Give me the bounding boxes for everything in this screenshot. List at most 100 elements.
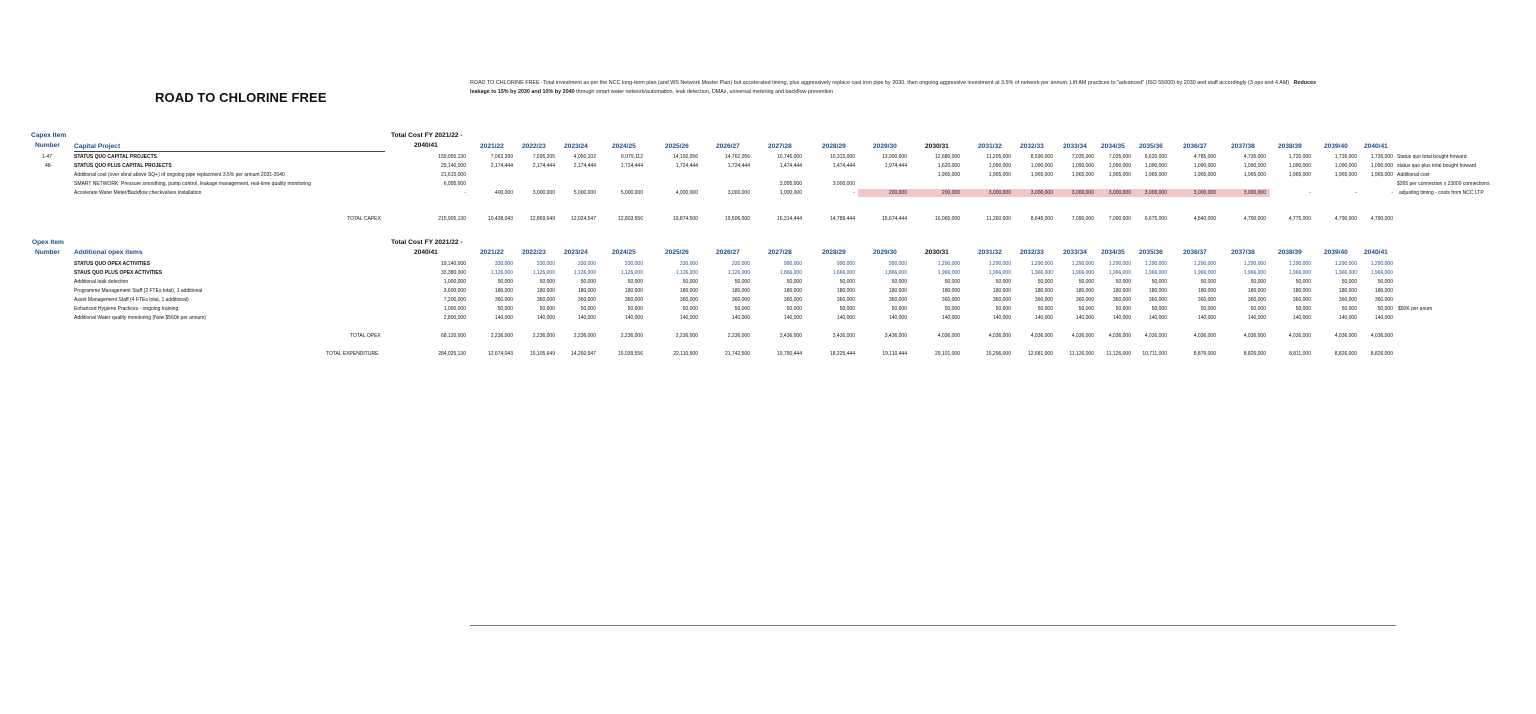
total-capex-value: 14,789,444 [829,216,855,222]
opex-value: 50,000 [682,279,698,285]
total-opex-value: 4,036,000 [1030,333,1053,339]
total-capex-value: 4,790,000 [1243,216,1266,222]
highlight-cell [1220,189,1270,197]
capex-row-note: $265 per connection x 23000 connections [1397,181,1490,187]
year-header: 2029/30 [873,143,897,150]
total-expenditure-value: 11,126,000 [1106,351,1131,357]
capex-value: 5,000,000 [620,190,643,196]
opex-value: 180,000 [1034,288,1053,294]
opex-value: 1,290,000 [988,261,1011,267]
opex-value: 50,000 [1200,306,1216,312]
opex-value: 360,000 [836,297,855,303]
opex-value: 50,000 [1377,306,1393,312]
total-opex-value: 4,036,000 [1071,333,1094,339]
capex-item-number: 1-47 [42,154,53,160]
opex-value: 330,000 [494,261,513,267]
capex-value: 3,095,000 [779,181,802,187]
highlight-cell [858,189,911,197]
capex-value: 3,000,000 [1144,190,1167,196]
year-header: 2024/25 [612,143,636,150]
opex-value: 180,000 [1075,288,1094,294]
opex-value: 50,000 [944,279,960,285]
total-opex-value: 4,036,000 [937,333,960,339]
year-header: 2028/29 [822,249,846,256]
opex-value: 50,000 [734,306,750,312]
opex-value: 990,000 [836,261,855,267]
capex-item-header: Capex Item [31,132,67,139]
opex-row-total: 3,600,000 [443,288,466,294]
total-capex-value: 7,090,000 [1108,216,1131,222]
opex-value: 360,000 [494,297,513,303]
opex-value: 140,000 [1292,315,1311,321]
opex-row-total: 19,140,000 [440,261,466,267]
opex-value: 180,000 [679,288,698,294]
opex-value: 50,000 [1377,279,1393,285]
opex-value: 1,126,000 [620,270,643,276]
opex-row-total: 2,800,000 [443,315,466,321]
opex-value: 50,000 [1200,279,1216,285]
capex-value: 3,000,000 [727,190,750,196]
capex-row-label: SMART NETWORK: Pressure smoothing, pump … [74,181,311,187]
year-header: 2021/22 [480,249,504,256]
total-opex-value: 4,036,000 [1334,333,1357,339]
opex-value: 360,000 [888,297,907,303]
total-expenditure-value: 8,826,000 [1370,351,1393,357]
capex-value: 3,000,000 [532,190,555,196]
opex-value: 50,000 [497,279,513,285]
total-expenditure-value: 20,101,000 [934,351,960,357]
capex-value: 3,000,000 [1193,190,1216,196]
highlight-cell [1098,189,1135,197]
opex-value: 180,000 [941,288,960,294]
opex-value: 1,966,000 [1108,270,1131,276]
capex-value: 1,974,444 [884,163,907,169]
capex-value: 10,315,000 [829,154,855,160]
opex-value: 50,000 [682,306,698,312]
total-expenditure-value: 8,876,000 [1193,351,1216,357]
total-expenditure-value: 8,826,000 [1243,351,1266,357]
total-opex-value: 4,036,000 [1108,333,1131,339]
opex-value: 1,866,000 [884,270,907,276]
year-header: 2022/23 [522,249,546,256]
capex-value: 2,174,444 [573,163,596,169]
capex-value: 2,174,444 [490,163,513,169]
capex-number-header: Number [35,142,60,149]
year-header: 2033/34 [1063,249,1087,256]
opex-value: 140,000 [783,315,802,321]
capex-value: 4,050,102 [573,154,596,160]
capex-value: 3,000,000 [832,181,855,187]
opex-value: 50,000 [1341,306,1357,312]
opex-value: 50,000 [734,279,750,285]
opex-row-total: 1,000,000 [443,279,466,285]
year-header: 2030/31 [925,249,949,256]
opex-value: 360,000 [1148,297,1167,303]
opex-value: 50,000 [1115,306,1131,312]
year-header: 2028/29 [822,143,846,150]
capex-value: 6,079,112 [621,154,643,160]
capex-value: 1,735,000 [1334,154,1357,160]
opex-value: 1,290,000 [937,261,960,267]
opex-value: 140,000 [494,315,513,321]
opex-row-label: Additional leak detection [74,279,129,285]
year-header: 2025/26 [665,249,689,256]
opex-value: 140,000 [1338,315,1357,321]
opex-value: 1,290,000 [1108,261,1131,267]
capex-value: 1,965,000 [1193,172,1216,178]
capex-value: 1,090,000 [1030,163,1053,169]
opex-value: 50,000 [580,306,596,312]
description-line2: through smart water network/automation, … [576,89,834,95]
capex-row-note: Additional cost [1397,172,1430,178]
opex-value: 50,000 [1295,306,1311,312]
opex-value: 50,000 [539,306,555,312]
opex-value: 360,000 [941,297,960,303]
year-header: 2036/37 [1183,143,1207,150]
capex-value: 1,965,000 [1334,172,1357,178]
total-opex-value: 4,036,000 [1243,333,1266,339]
opex-row-note: $50K per anum [1398,306,1433,312]
capex-item-number: 48- [45,163,53,169]
year-header: 2023/24 [564,143,588,150]
capex-value: 200,000 [888,190,907,196]
opex-row-label: Programme Management Staff (2 FTEs total… [74,288,203,294]
capex-row-label: Accelerate Water Meter/Backflow checkval… [74,190,202,196]
opex-value: 140,000 [1112,315,1131,321]
capex-row-note: adjusting timing - costs from NCC LTP [1399,190,1484,196]
